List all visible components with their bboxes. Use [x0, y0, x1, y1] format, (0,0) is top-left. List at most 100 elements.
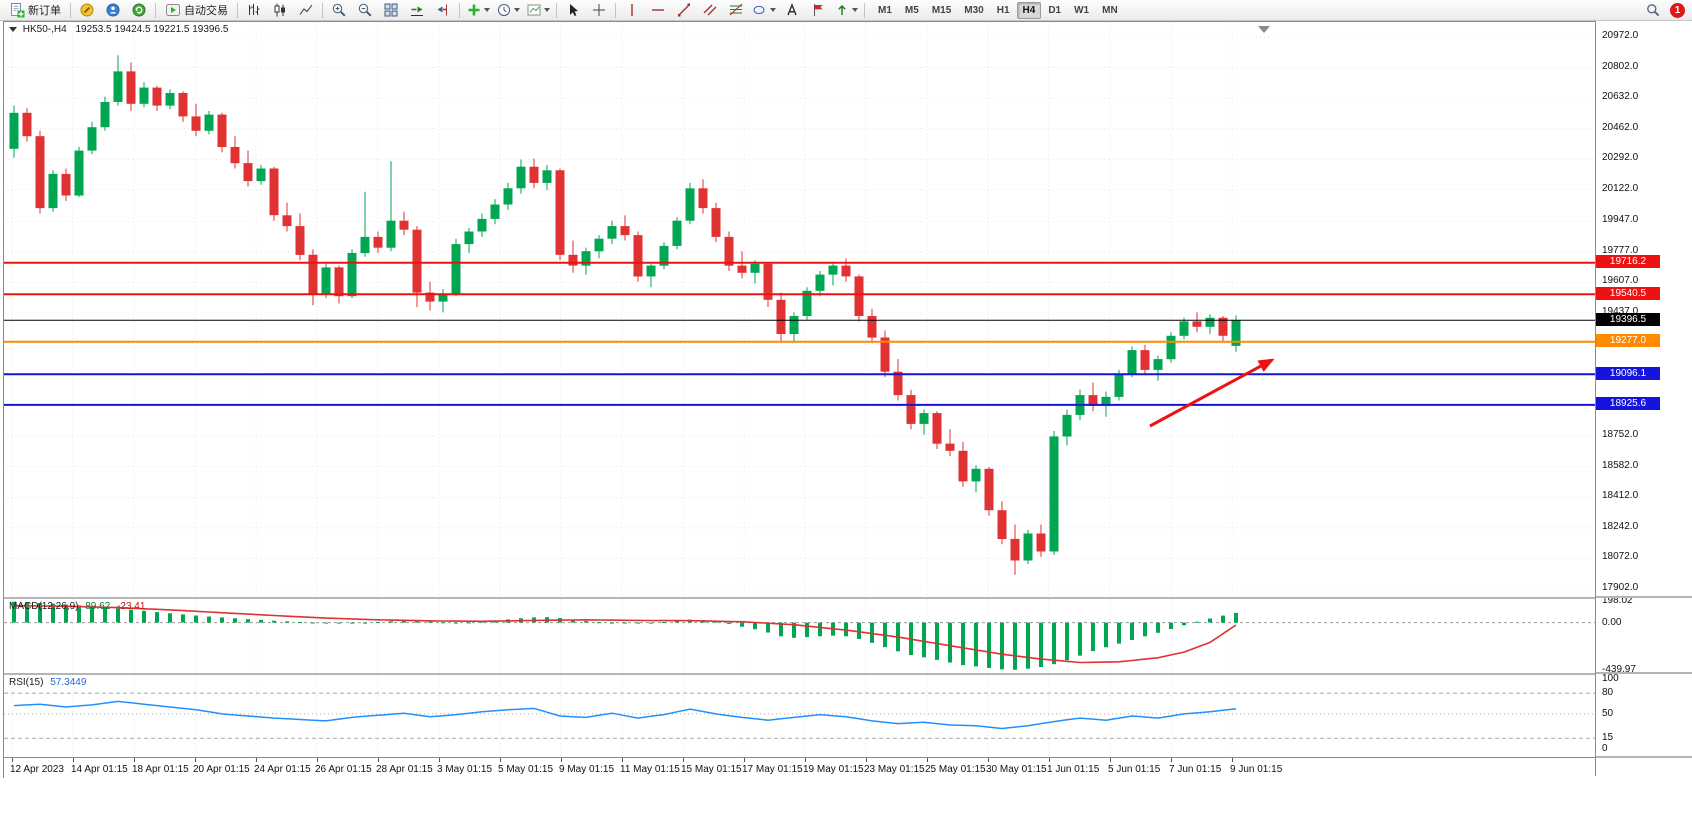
fibonacci-button[interactable] — [723, 0, 749, 21]
candle-bearish — [958, 450, 968, 482]
timeframe-M15[interactable]: M15 — [931, 4, 952, 16]
candle-bullish — [828, 265, 838, 275]
cursor-button[interactable] — [560, 0, 586, 21]
tile-windows-button[interactable] — [378, 0, 404, 21]
time-tick — [439, 758, 440, 762]
price-axis-label: 20802.0 — [1602, 60, 1639, 72]
candle-bullish — [477, 218, 487, 232]
shapes-button[interactable] — [749, 0, 779, 21]
macd-histogram-bar — [948, 622, 952, 663]
indicators-add-icon — [468, 4, 480, 16]
price-axis[interactable]: 20972.0 20802.0 20632.0 20462.0 20292.0 20122… — [1595, 21, 1692, 776]
timeframe-W1[interactable]: W1 — [1074, 4, 1090, 16]
macd-histogram-bar — [454, 622, 458, 624]
trendline-button[interactable] — [671, 0, 697, 21]
macd-histogram-bar — [1156, 622, 1160, 633]
price-level-badge: 19540.5 — [1596, 286, 1660, 300]
timeframe-M1[interactable]: M1 — [878, 4, 892, 16]
indicators-button[interactable] — [463, 0, 493, 21]
bar-chart-button[interactable] — [241, 0, 267, 21]
timeframe-M5[interactable]: M5 — [904, 4, 919, 16]
candlestick-button[interactable] — [267, 0, 293, 21]
horizontal-line-button[interactable] — [645, 0, 671, 21]
time-tick — [256, 758, 257, 762]
templates-button[interactable] — [523, 0, 553, 21]
toolbar-right-group: 1 — [1640, 0, 1689, 21]
text-button[interactable] — [779, 0, 805, 21]
label-button[interactable] — [805, 0, 831, 21]
macd-histogram-bar — [272, 620, 276, 623]
timeframe-MN[interactable]: MN — [1102, 4, 1118, 16]
macd-histogram-bar — [766, 622, 770, 633]
auto-scroll-button[interactable] — [404, 0, 430, 21]
macd-histogram-bar — [1143, 622, 1147, 637]
channel-button[interactable] — [697, 0, 723, 21]
rsi-scale-label: 50 — [1602, 707, 1614, 719]
timeframe-D1[interactable]: D1 — [1048, 4, 1062, 16]
new-order-button[interactable]: 新订单 — [3, 0, 67, 21]
macd-histogram-bar — [168, 613, 172, 623]
symbol-timeframe-label: HK50-,H4 — [22, 24, 67, 35]
candle-bearish — [178, 93, 188, 117]
candle-bearish — [737, 265, 747, 273]
rsi-scale-label: 80 — [1602, 687, 1614, 699]
fibonacci-icon — [729, 3, 743, 16]
timeframe-H4[interactable]: H4 — [1016, 1, 1042, 19]
macd-histogram-bar — [935, 622, 939, 660]
macd-histogram-bar — [207, 616, 211, 623]
community-button[interactable] — [100, 0, 126, 21]
candle-bullish — [347, 253, 357, 297]
refresh-button[interactable] — [126, 0, 152, 21]
chart-area: HK50-,H4 19253.5 19424.5 19221.5 19396.5… — [3, 21, 1595, 778]
search-button[interactable] — [1640, 0, 1666, 21]
line-chart-button[interactable] — [293, 0, 319, 21]
macd-histogram-bar — [155, 612, 159, 623]
macd-histogram-bar — [376, 622, 380, 623]
chart-dropdown-icon[interactable] — [9, 26, 17, 32]
rsi-name: RSI(15) — [9, 677, 44, 688]
autotrading-button[interactable]: 自动交易 — [159, 0, 234, 21]
price-chart-canvas[interactable] — [4, 22, 1595, 597]
macd-histogram-bar — [1130, 622, 1134, 640]
timeframe-M30[interactable]: M30 — [964, 4, 984, 16]
separator — [459, 2, 460, 18]
time-axis[interactable]: 12 Apr 2023 14 Apr 01:15 18 Apr 01:15 20 Ap… — [4, 757, 1595, 778]
candle-bearish — [724, 236, 734, 266]
notification-badge[interactable]: 1 — [1670, 2, 1685, 18]
candle-bullish — [971, 468, 981, 482]
price-axis-label: 18242.0 — [1602, 520, 1639, 532]
time-axis-label: 17 May 01:15 — [742, 764, 803, 775]
candle-bullish — [48, 173, 58, 209]
macd-histogram-bar — [1208, 618, 1212, 623]
rsi-canvas[interactable] — [4, 675, 1595, 757]
zoom-in-button[interactable] — [326, 0, 352, 21]
candle-bearish — [984, 468, 994, 511]
macd-canvas[interactable] — [4, 599, 1595, 673]
separator — [237, 2, 238, 18]
rsi-scale-label: 100 — [1602, 673, 1619, 685]
timeframe-H1[interactable]: H1 — [996, 4, 1010, 16]
macd-histogram-bar — [987, 622, 991, 668]
periods-button[interactable] — [493, 0, 523, 21]
price-level-badge: 19277.0 — [1596, 334, 1660, 348]
trend-arrow-head — [1257, 358, 1275, 372]
arrows-button[interactable] — [831, 0, 861, 21]
crosshair-button[interactable] — [586, 0, 612, 21]
candle-bullish — [113, 71, 123, 102]
candle-bearish — [399, 220, 409, 230]
chart-shift-icon — [437, 4, 447, 16]
chart-shift-button[interactable] — [430, 0, 456, 21]
price-axis-label: 19437.0 — [1602, 305, 1639, 317]
candle-bearish — [698, 188, 708, 209]
notification-count: 1 — [1674, 4, 1681, 16]
metaeditor-button[interactable] — [74, 0, 100, 21]
candle-bearish — [932, 413, 942, 444]
macd-histogram-bar — [363, 622, 367, 624]
zoom-out-button[interactable] — [352, 0, 378, 21]
vertical-line-button[interactable] — [619, 0, 645, 21]
panel-separator[interactable] — [4, 597, 1595, 599]
text-icon — [787, 3, 797, 16]
time-axis-label: 25 May 01:15 — [925, 764, 986, 775]
axis-separator — [1596, 672, 1692, 674]
panel-separator[interactable] — [4, 673, 1595, 675]
